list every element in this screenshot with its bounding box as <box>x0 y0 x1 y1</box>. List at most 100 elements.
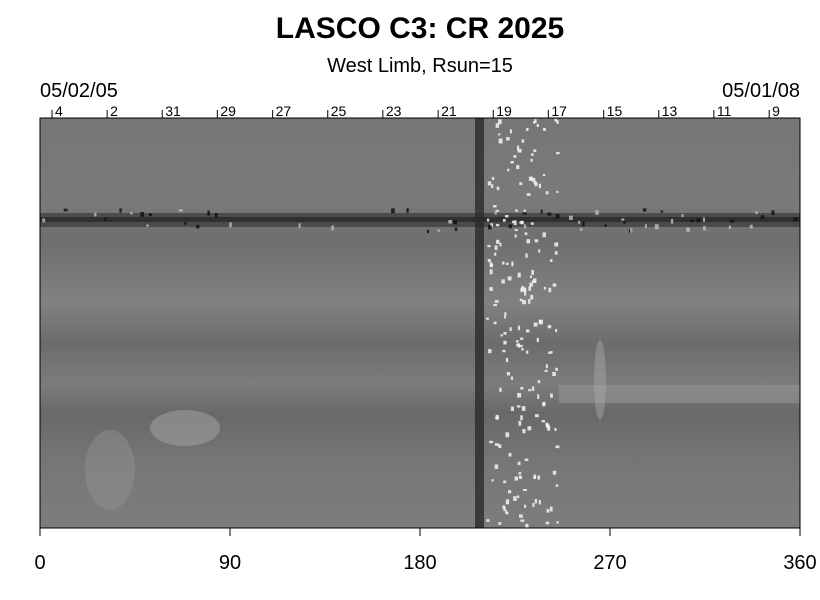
speckle <box>502 261 505 265</box>
speckle <box>554 428 557 431</box>
speckle <box>524 232 528 236</box>
speckle <box>520 519 525 522</box>
speckle <box>207 210 210 216</box>
speckle <box>537 380 541 384</box>
speckle <box>623 221 626 224</box>
speckle <box>148 213 152 217</box>
speckle <box>522 212 527 215</box>
speckle <box>499 242 502 247</box>
bright-feature <box>594 340 606 420</box>
speckle <box>504 312 507 316</box>
speckle <box>554 251 558 255</box>
speckle <box>522 429 526 434</box>
speckle <box>556 190 559 193</box>
speckle <box>530 222 534 225</box>
speckle <box>514 476 519 481</box>
noise <box>42 118 798 530</box>
speckle <box>522 287 527 292</box>
speckle <box>534 182 538 187</box>
speckle <box>391 208 395 214</box>
speckle <box>555 445 560 449</box>
speckle <box>489 262 493 268</box>
speckle <box>547 325 552 329</box>
speckle <box>518 420 522 426</box>
top-tick-label: 31 <box>165 103 181 119</box>
speckle <box>511 261 514 267</box>
speckle <box>507 168 510 172</box>
speckle <box>503 480 507 484</box>
speckle <box>548 287 552 293</box>
speckle <box>533 121 536 124</box>
speckle <box>527 426 532 431</box>
top-tick-label: 15 <box>607 103 623 119</box>
speckle <box>493 303 497 307</box>
speckle <box>681 214 684 218</box>
speckle <box>503 340 507 345</box>
speckle <box>501 279 505 284</box>
bright-feature <box>150 410 220 446</box>
speckle <box>533 322 538 327</box>
speckle <box>427 229 430 234</box>
speckle <box>630 228 633 233</box>
speckle <box>530 158 533 162</box>
speckle <box>534 239 539 243</box>
speckle <box>516 165 520 170</box>
speckle <box>534 499 538 504</box>
speckle <box>542 232 546 238</box>
top-tick-label: 9 <box>772 103 780 119</box>
speckle <box>496 239 500 244</box>
speckle <box>508 224 512 229</box>
speckle <box>437 229 441 232</box>
speckle <box>543 286 546 290</box>
speckle <box>545 191 549 195</box>
speckle <box>517 325 521 331</box>
end-date: 05/01/08 <box>722 80 800 102</box>
speckle <box>526 193 531 196</box>
speckle <box>508 452 512 457</box>
speckle <box>493 321 497 325</box>
speckle <box>519 298 523 302</box>
speckle <box>104 217 107 221</box>
speckle <box>531 280 536 283</box>
speckle <box>525 127 529 131</box>
speckle <box>498 138 503 144</box>
speckle <box>94 212 97 217</box>
speckle <box>507 490 512 494</box>
start-date: 05/02/05 <box>40 80 118 102</box>
top-tick-label: 17 <box>551 103 567 119</box>
speckle <box>518 344 523 348</box>
speckle <box>489 287 493 291</box>
speckle <box>525 523 529 529</box>
speckle <box>498 133 501 136</box>
speckle <box>119 208 122 213</box>
speckle <box>538 183 542 189</box>
x-tick-label: 270 <box>593 552 626 574</box>
speckle <box>517 343 520 348</box>
speckle <box>538 249 541 253</box>
speckle <box>525 253 528 258</box>
speckle <box>505 432 510 438</box>
speckle <box>555 214 560 219</box>
speckle <box>536 123 539 127</box>
speckle <box>487 245 491 248</box>
speckle <box>42 218 46 223</box>
speckle <box>517 148 522 153</box>
speckle <box>552 371 556 377</box>
speckle <box>538 500 541 505</box>
x-tick-label: 90 <box>219 552 241 574</box>
speckle <box>531 386 535 391</box>
x-tick-label: 0 <box>34 552 45 574</box>
speckle <box>519 337 524 340</box>
speckle <box>513 220 517 226</box>
speckle <box>503 331 507 335</box>
speckle <box>569 215 573 220</box>
speckle <box>516 343 520 347</box>
speckle <box>533 476 536 479</box>
speckle <box>546 509 550 513</box>
speckle <box>524 504 527 508</box>
bright-band <box>559 385 800 403</box>
speckle <box>793 217 798 222</box>
speckle <box>488 349 492 354</box>
speckle <box>516 405 521 408</box>
speckle <box>556 152 560 155</box>
